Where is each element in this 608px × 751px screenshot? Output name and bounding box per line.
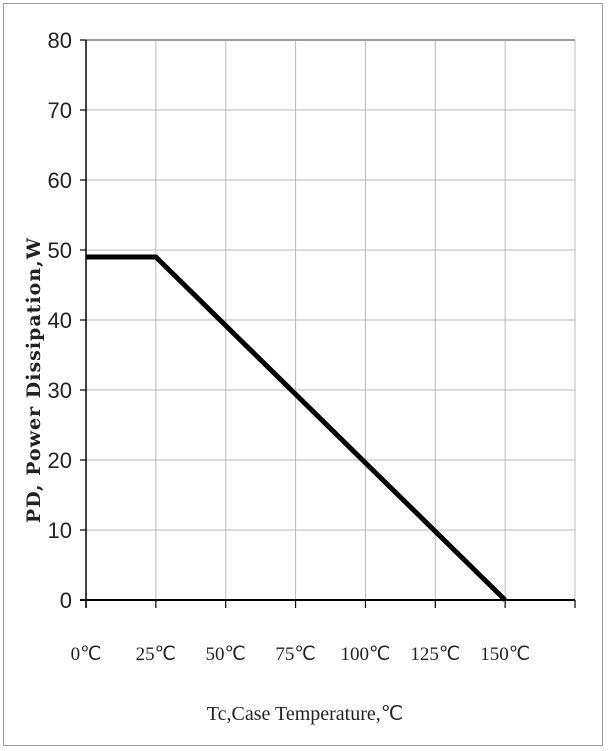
y-tick-label: 30 <box>48 378 72 403</box>
y-tick-label: 0 <box>60 588 72 613</box>
y-tick-label: 70 <box>48 98 72 123</box>
grid <box>85 39 576 601</box>
y-tick-label: 80 <box>48 28 72 53</box>
x-axis-label: Tc,Case Temperature,℃ <box>207 703 403 725</box>
x-tick-label: 150℃ <box>480 644 530 665</box>
y-tick-labels: 80 70 60 50 40 30 20 10 0 <box>48 28 72 613</box>
chart-frame <box>3 3 603 746</box>
y-axis-label: PD, Power Dissipation,W <box>23 237 45 523</box>
x-tick-labels: 0℃ 25℃ 50℃ 75℃ 100℃ 125℃ 150℃ <box>71 644 530 665</box>
x-tick-label: 50℃ <box>206 644 246 665</box>
x-tick-label: 125℃ <box>410 644 460 665</box>
y-tick-label: 20 <box>48 448 72 473</box>
x-tick-label: 25℃ <box>136 644 176 665</box>
y-tick-label: 40 <box>48 308 72 333</box>
series-group <box>86 254 507 602</box>
x-tick-label: 100℃ <box>341 644 391 665</box>
series-line <box>86 254 507 602</box>
y-tick-label: 50 <box>48 238 72 263</box>
x-tick-label: 75℃ <box>275 644 315 665</box>
axes <box>80 39 576 608</box>
x-tick-label: 0℃ <box>71 644 102 665</box>
y-tick-label: 60 <box>48 168 72 193</box>
y-tick-label: 10 <box>48 518 72 543</box>
